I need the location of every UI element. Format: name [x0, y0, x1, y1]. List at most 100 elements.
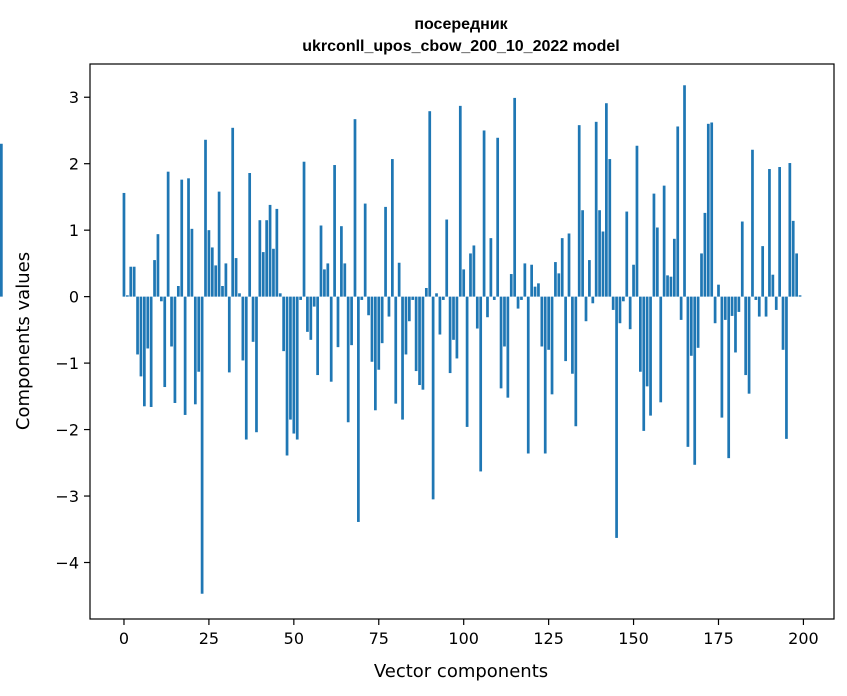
bar: [248, 173, 252, 297]
bar: [200, 296, 204, 594]
bar: [343, 263, 347, 297]
bar: [397, 262, 401, 297]
bar: [730, 296, 734, 316]
bar: [683, 85, 686, 297]
bar: [166, 171, 170, 297]
bar: [530, 264, 533, 297]
bar: [489, 238, 493, 297]
bar: [224, 263, 228, 297]
bar: [272, 248, 275, 297]
bar: [435, 293, 438, 297]
bar: [486, 296, 489, 318]
bar: [282, 296, 285, 352]
bar: [652, 193, 656, 297]
bar: [278, 293, 282, 297]
bar: [598, 210, 601, 297]
bar: [693, 296, 697, 465]
bar: [771, 274, 775, 297]
y-tick-label: −2: [55, 421, 79, 440]
bar: [170, 296, 173, 347]
bar: [686, 296, 690, 447]
bar: [499, 296, 503, 389]
bar: [333, 165, 336, 297]
bar: [363, 203, 367, 297]
bar: [737, 296, 741, 312]
bar: [676, 126, 680, 297]
bar: [132, 266, 136, 297]
bar: [302, 161, 306, 297]
bar: [520, 296, 523, 300]
bar: [241, 296, 245, 361]
bar: [540, 296, 544, 347]
bar: [204, 139, 207, 297]
bar: [645, 296, 649, 387]
x-axis-ticks: 0 25 50 75 100 125 150 175 200: [119, 619, 819, 648]
x-tick-label: 25: [199, 629, 219, 648]
bar: [217, 191, 221, 297]
x-axis-label: Vector components: [374, 661, 548, 682]
bar: [594, 121, 598, 297]
bar: [479, 296, 483, 472]
y-tick-label: −3: [55, 487, 79, 506]
bar: [197, 296, 201, 372]
bar: [679, 296, 683, 320]
bar: [689, 296, 693, 356]
bar: [625, 211, 629, 297]
bar: [309, 296, 313, 340]
bar: [316, 296, 319, 376]
bar: [163, 296, 167, 388]
bar: [788, 163, 792, 297]
bar: [452, 296, 455, 340]
bar: [234, 258, 238, 297]
chart-subtitle: ukrconll_upos_cbow_200_10_2022 model: [302, 38, 619, 55]
bar: [244, 296, 248, 440]
bar: [455, 296, 459, 359]
bar: [285, 296, 289, 456]
bar: [458, 105, 462, 297]
bar: [407, 296, 411, 322]
bar: [526, 296, 530, 454]
bar: [299, 296, 302, 300]
y-axis-label: Components values: [13, 252, 34, 430]
bar: [798, 295, 802, 297]
bar: [258, 220, 262, 297]
bar: [377, 296, 381, 370]
bar: [370, 296, 374, 362]
bar: [581, 210, 584, 297]
bar: [176, 286, 180, 297]
bar: [404, 296, 408, 355]
bar: [268, 204, 272, 297]
bar: [346, 296, 350, 423]
bar: [136, 296, 139, 355]
bar: [496, 137, 500, 297]
bar: [666, 275, 669, 297]
bar: [795, 253, 798, 297]
bar: [642, 296, 646, 431]
bar: [326, 263, 330, 297]
bar: [757, 296, 761, 317]
bar: [622, 296, 625, 302]
bar: [401, 296, 404, 420]
bar: [414, 296, 418, 372]
bar: [312, 296, 316, 307]
bar: [747, 296, 751, 394]
bar: [492, 296, 496, 300]
bar: [778, 167, 781, 297]
bar: [462, 269, 466, 297]
bar: [384, 206, 387, 297]
bar: [159, 296, 163, 302]
bar: [727, 296, 731, 459]
bars-group: [0, 85, 802, 594]
bar: [761, 246, 765, 297]
bar: [696, 296, 700, 348]
x-tick-label: 150: [618, 629, 649, 648]
bar: [353, 119, 357, 297]
x-tick-label: 200: [788, 629, 819, 648]
bar: [387, 296, 391, 317]
bar: [323, 269, 326, 297]
bar: [0, 143, 3, 297]
bar: [411, 296, 415, 300]
bar: [306, 296, 309, 332]
bar: [774, 296, 778, 310]
bar: [251, 296, 255, 342]
